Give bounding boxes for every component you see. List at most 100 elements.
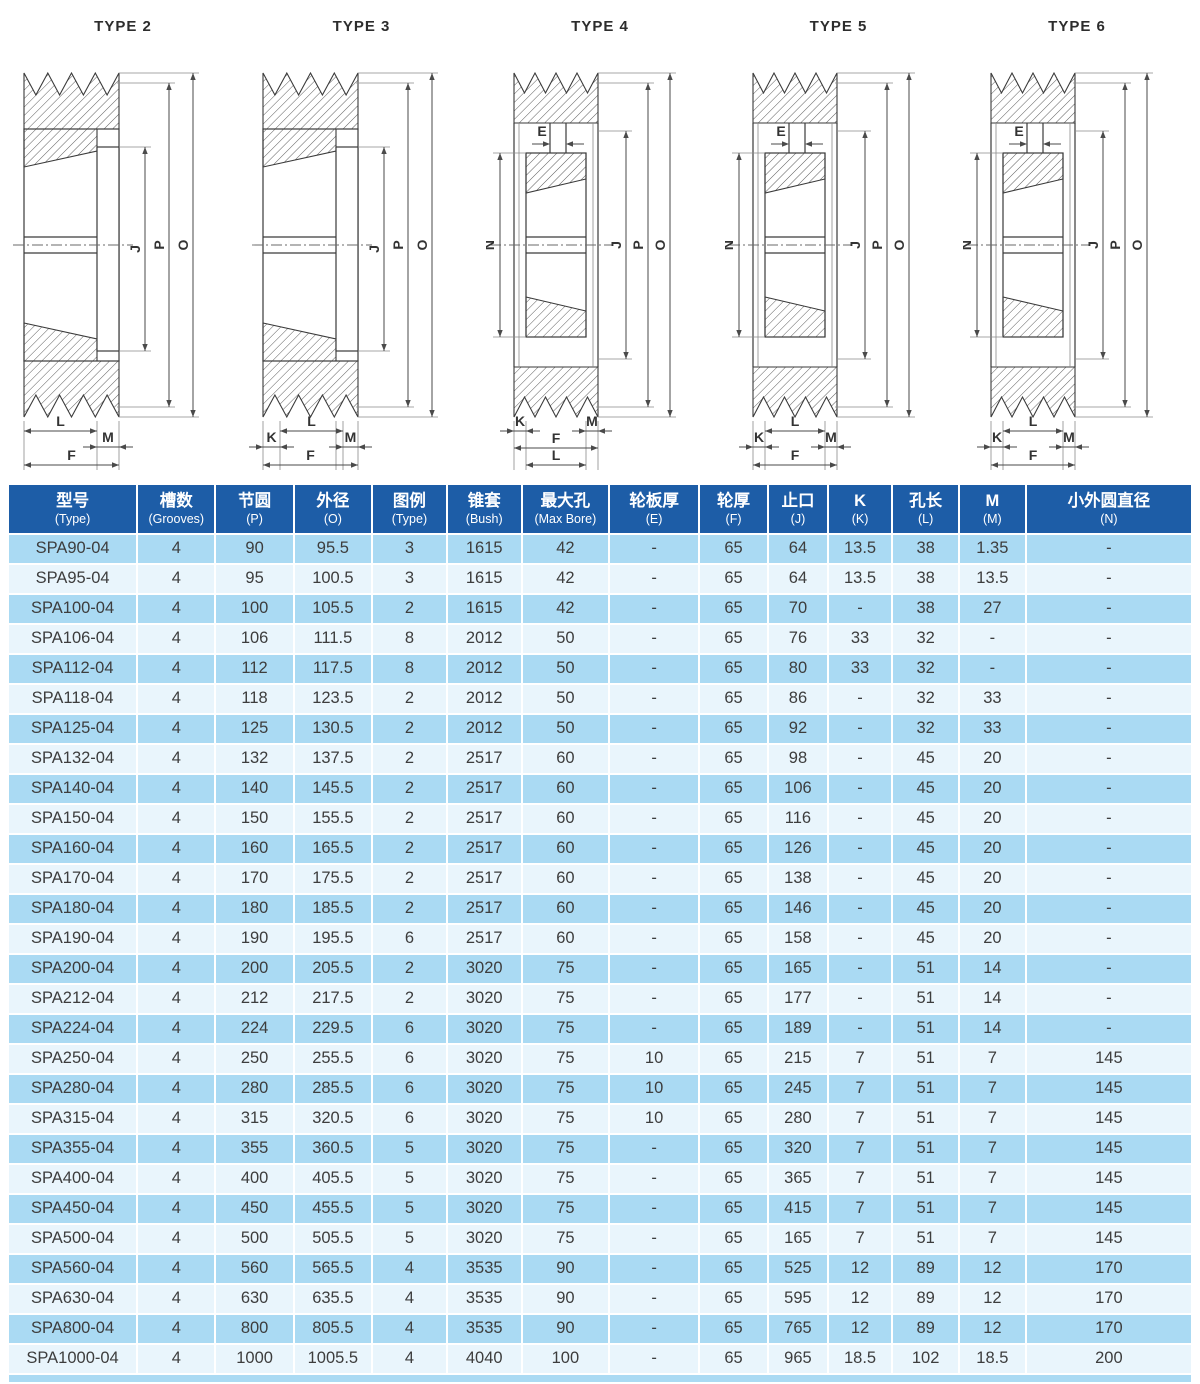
table-cell: 4 — [138, 1284, 215, 1313]
table-cell: SPA224-04 — [9, 1014, 137, 1043]
table-cell: 75 — [522, 1014, 609, 1043]
pulley-figure: TYPE 4 E N JPO K M FL — [483, 4, 717, 477]
table-cell: 200 — [1026, 1344, 1191, 1373]
table-cell: 60 — [522, 774, 609, 803]
table-cell: 80 — [769, 654, 827, 683]
table-cell: 100 — [216, 594, 293, 623]
table-cell: 7 — [960, 1164, 1025, 1193]
svg-text:L: L — [307, 413, 316, 429]
spec-table-body: SPA90-04 4 90 95.5 3 1615 42-65 64 13.5 38 1.35- SP… — [9, 534, 1191, 1373]
column-header-zh: 小外圆直径 — [1067, 492, 1151, 510]
table-cell: 50 — [522, 684, 609, 713]
table-cell: 6 — [373, 1104, 446, 1133]
table-cell: 215 — [769, 1044, 827, 1073]
table-cell: 65 — [700, 564, 768, 593]
table-cell: 102 — [893, 1344, 958, 1373]
column-header-en: (E) — [645, 512, 663, 527]
table-cell: - — [610, 864, 698, 893]
table-cell: 170 — [1026, 1284, 1191, 1313]
table-cell: 45 — [893, 924, 958, 953]
table-cell: 4 — [138, 624, 215, 653]
drawing-title: TYPE 5 — [809, 18, 868, 35]
table-cell: - — [610, 594, 698, 623]
table-cell: 5 — [373, 1194, 446, 1223]
table-cell: 4 — [138, 1194, 215, 1223]
table-cell: 65 — [700, 804, 768, 833]
table-cell: 2 — [373, 594, 446, 623]
table-cell: - — [1026, 1014, 1191, 1043]
column-header-zh: 图例 — [392, 492, 426, 510]
table-row: SPA315-04 4 315 320.5 6 3020 75 10 65 280 7 51 7 145 — [9, 1104, 1191, 1133]
table-cell: 2 — [373, 864, 446, 893]
column-header: 型号 (Type) — [9, 485, 137, 533]
table-cell: 800 — [216, 1314, 293, 1343]
table-cell: 38 — [893, 564, 958, 593]
table-cell: - — [1026, 534, 1191, 563]
table-cell: 65 — [700, 1224, 768, 1253]
drawing-title: TYPE 2 — [94, 18, 152, 35]
table-cell: 60 — [522, 894, 609, 923]
table-cell: 65 — [700, 864, 768, 893]
table-cell: - — [828, 924, 892, 953]
table-cell: 145 — [1026, 1164, 1191, 1193]
table-row: SPA90-04 4 90 95.5 3 1615 42-65 64 13.5 38 1.35- — [9, 534, 1191, 563]
table-cell: 2 — [373, 954, 446, 983]
table-cell: 27 — [960, 594, 1025, 623]
table-cell: - — [1026, 564, 1191, 593]
table-cell: 7 — [960, 1044, 1025, 1073]
column-header-en: (N) — [1100, 512, 1118, 527]
table-cell: 65 — [700, 1134, 768, 1163]
table-cell: SPA1000-04 — [9, 1344, 137, 1373]
table-cell: 7 — [828, 1104, 892, 1133]
drawing-title: TYPE 3 — [332, 18, 391, 35]
table-cell: - — [610, 1194, 698, 1223]
table-cell: 4 — [138, 744, 215, 773]
table-cell: SPA150-04 — [9, 804, 137, 833]
pulley-figure: TYPE 5 E N JPO L K M F — [722, 4, 956, 477]
header-row: 型号 (Type) 槽数 (Grooves) 节圆 (P) 外径 (O) 图例 (Type) 锥套 (… — [9, 485, 1191, 533]
table-cell: 14 — [960, 1014, 1025, 1043]
table-cell: 90 — [522, 1314, 609, 1343]
table-cell: 65 — [700, 1314, 768, 1343]
table-cell: - — [828, 1014, 892, 1043]
table-cell: 65 — [700, 1104, 768, 1133]
table-cell: 1615 — [447, 564, 521, 593]
table-cell: - — [828, 864, 892, 893]
table-cell: 125 — [216, 714, 293, 743]
table-cell: 145 — [1026, 1224, 1191, 1253]
svg-text:K: K — [266, 429, 276, 445]
table-cell: 3 — [373, 564, 446, 593]
column-header: 最大孔 (Max Bore) — [522, 485, 609, 533]
table-cell: 177 — [769, 984, 827, 1013]
table-cell: 10 — [610, 1044, 698, 1073]
table-cell: 75 — [522, 1164, 609, 1193]
svg-text:M: M — [344, 429, 356, 445]
table-cell: 4 — [138, 684, 215, 713]
table-cell: 145 — [1026, 1134, 1191, 1163]
svg-text:J: J — [847, 241, 863, 249]
table-cell: 145 — [1026, 1104, 1191, 1133]
table-cell: SPA250-04 — [9, 1044, 137, 1073]
table-cell: 280 — [216, 1074, 293, 1103]
table-cell: 75 — [522, 1194, 609, 1223]
table-cell: 4 — [138, 1104, 215, 1133]
table-cell: 2 — [373, 684, 446, 713]
table-cell: 315 — [216, 1104, 293, 1133]
svg-text:F: F — [306, 447, 315, 463]
svg-text:L: L — [56, 413, 65, 429]
table-cell: 2 — [373, 744, 446, 773]
pulley-diagram: E N JPO K M FL — [486, 71, 676, 470]
table-cell: 400 — [216, 1164, 293, 1193]
table-cell: - — [828, 744, 892, 773]
column-header-en: (Grooves) — [148, 512, 205, 527]
table-cell: - — [828, 804, 892, 833]
table-cell: - — [610, 1164, 698, 1193]
table-row: SPA224-04 4 224 229.5 6 3020 75-65 189-51 14- — [9, 1014, 1191, 1043]
table-cell: 155.5 — [294, 804, 371, 833]
table-cell: 2012 — [447, 624, 521, 653]
table-cell: 229.5 — [294, 1014, 371, 1043]
table-cell: 450 — [216, 1194, 293, 1223]
table-cell: 4 — [138, 534, 215, 563]
table-cell: - — [1026, 744, 1191, 773]
table-cell: - — [610, 954, 698, 983]
